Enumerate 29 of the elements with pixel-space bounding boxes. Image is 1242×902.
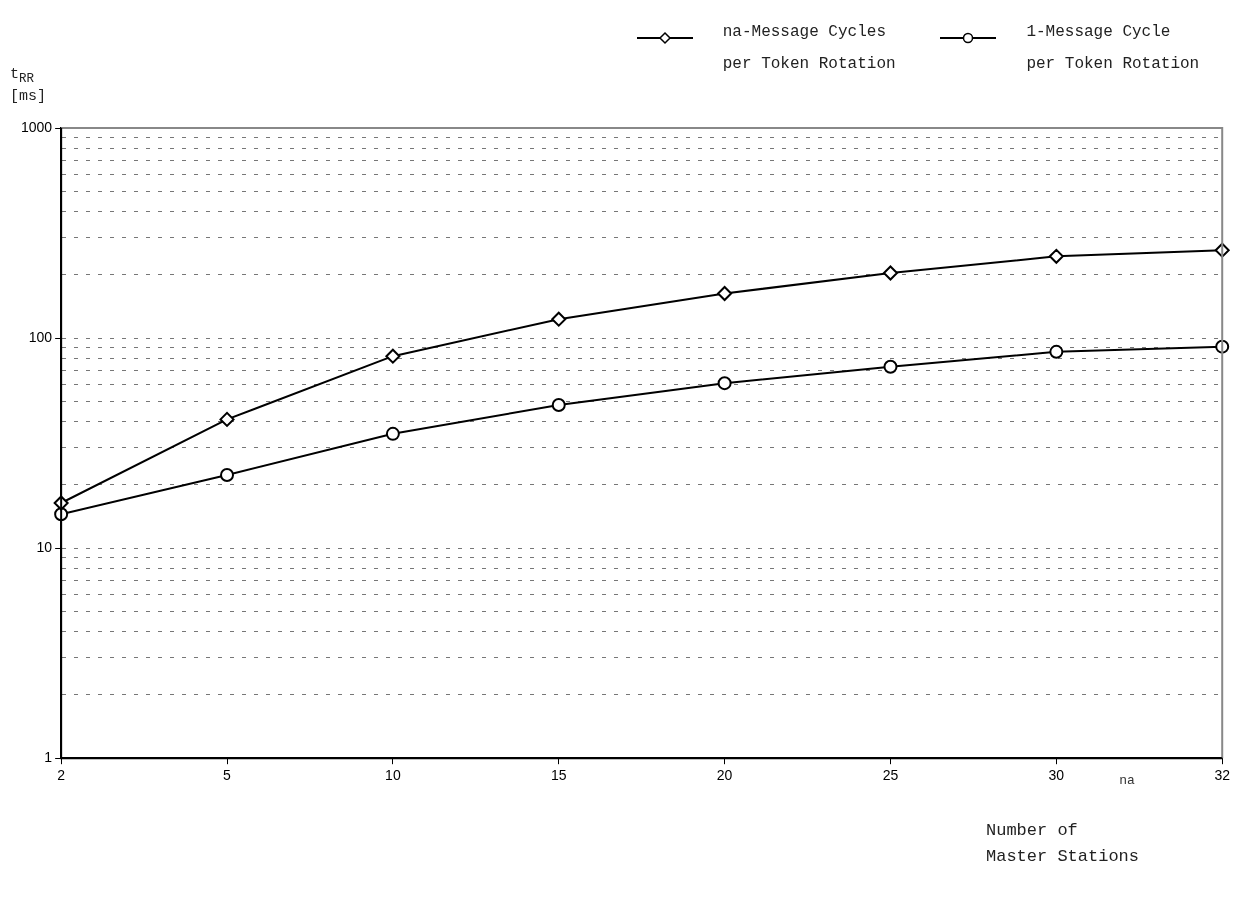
x-tick-label: 2 xyxy=(57,767,66,784)
legend-label: na-Message Cycles per Token Rotation xyxy=(722,22,897,75)
x-tick-label: 15 xyxy=(550,767,567,784)
x-tick-label: 32 xyxy=(1214,767,1231,784)
x-tick-label: 25 xyxy=(882,767,899,784)
x-tick-label: 10 xyxy=(385,767,401,784)
x-tick-label: 20 xyxy=(716,767,733,784)
point xyxy=(551,311,567,327)
point xyxy=(717,285,733,301)
point xyxy=(882,265,898,281)
legend-label: 1-Message Cycle per Token Rotation xyxy=(1026,22,1201,75)
point xyxy=(883,359,898,374)
point xyxy=(220,467,235,482)
y-tick-label: 10 xyxy=(36,538,53,555)
point xyxy=(1048,248,1064,264)
point xyxy=(551,398,566,413)
x-axis-title: Number of Master Stations xyxy=(986,820,1140,868)
point xyxy=(717,376,732,391)
y-tick-label: 1 xyxy=(44,749,53,766)
y-axis-title: t$_{RR}$ [ms] xyxy=(10,66,47,106)
x-tick-label: 5 xyxy=(223,767,232,784)
y-tick-label: 100 xyxy=(28,328,53,345)
point xyxy=(219,411,235,427)
point xyxy=(1049,344,1064,359)
y-tick-label: 1000 xyxy=(20,118,53,135)
text: na xyxy=(1119,773,1136,789)
point xyxy=(385,348,401,364)
point xyxy=(385,426,400,441)
x-tick-label: 30 xyxy=(1048,767,1065,784)
